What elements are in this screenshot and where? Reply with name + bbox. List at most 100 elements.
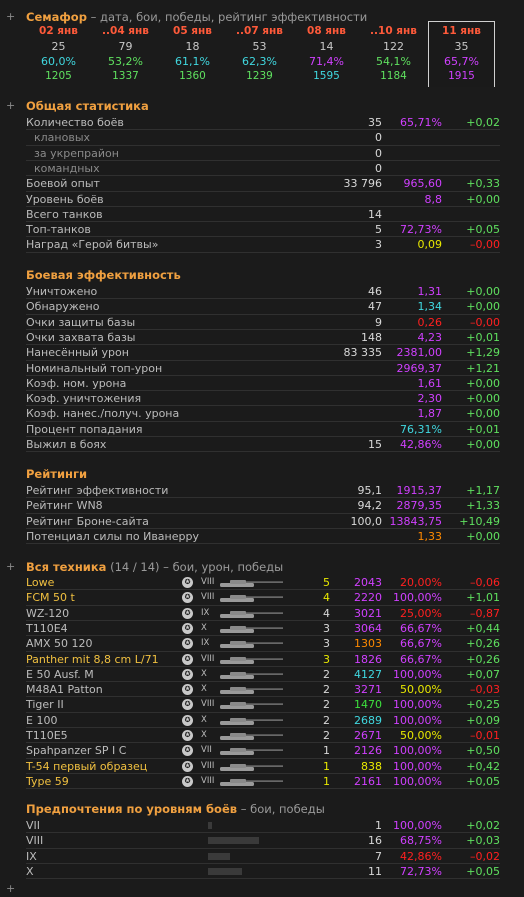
stat-row: Нанесённый урон 83 335 2381,00 +1,29 bbox=[26, 345, 500, 360]
vehicle-delta: +0,25 bbox=[466, 698, 500, 712]
vehicle-row[interactable]: M48A1 Patton ✪ X 2 3271 50,00% –0,03 bbox=[26, 682, 500, 697]
stat-label: Обнаружено bbox=[26, 300, 100, 314]
vehicle-row[interactable]: Spahpanzer SP I C ✪ VII 1 2126 100,00% +0,50 bbox=[26, 743, 500, 758]
stat-delta: +0,33 bbox=[466, 177, 500, 191]
expand-plus-icon[interactable]: + bbox=[6, 99, 16, 112]
stat-label: Уничтожено bbox=[26, 285, 98, 298]
stat-row: Обнаружено 47 1,34 +0,00 bbox=[26, 299, 500, 314]
row-divider bbox=[26, 711, 500, 713]
stat-row: Рейтинг WN8 94,2 2879,35 +1,33 bbox=[26, 498, 500, 513]
semaphore-rating: 1184 bbox=[380, 70, 407, 82]
vehicle-damage: 2161 bbox=[354, 774, 382, 788]
row-divider bbox=[26, 129, 500, 131]
vehicle-delta: +0,44 bbox=[466, 621, 500, 635]
vehicle-delta: +0,50 bbox=[466, 744, 500, 758]
stat-average: 2,30 bbox=[417, 392, 443, 406]
row-divider bbox=[26, 788, 500, 790]
expand-plus-icon[interactable]: + bbox=[6, 882, 16, 895]
vehicle-delta: –0,87 bbox=[470, 606, 500, 620]
vehicle-damage: 2126 bbox=[354, 744, 382, 758]
vehicle-row[interactable]: E 50 Ausf. M ✪ X 2 4127 100,00% +0,07 bbox=[26, 667, 500, 682]
vehicle-row[interactable]: AMX 50 120 ✪ IX 3 1303 66,67% +0,26 bbox=[26, 636, 500, 651]
vehicle-tier: VIII bbox=[201, 760, 215, 771]
vehicle-battles: 4 bbox=[323, 591, 330, 605]
general-stats-title: Общая статистика bbox=[26, 99, 149, 113]
stat-average: 8,8 bbox=[424, 192, 443, 206]
battle-efficiency-title: Боевая эффективность bbox=[26, 268, 181, 282]
stat-total: 33 796 bbox=[343, 177, 383, 191]
mastery-badge-icon: ✪ bbox=[182, 577, 193, 588]
row-divider bbox=[26, 221, 500, 223]
tank-silhouette-icon bbox=[220, 687, 283, 695]
row-divider bbox=[26, 328, 500, 330]
row-divider bbox=[26, 665, 500, 667]
stat-average: 72,73% bbox=[400, 223, 442, 237]
tank-silhouette-icon bbox=[220, 717, 283, 725]
stat-label: Всего танков bbox=[26, 207, 103, 221]
tier-label: VII bbox=[26, 819, 41, 832]
vehicle-battles: 5 bbox=[323, 576, 330, 589]
vehicle-winrate: 66,67% bbox=[400, 621, 442, 635]
semaphore-date: 05 янв bbox=[173, 25, 212, 37]
vehicle-damage: 2689 bbox=[354, 713, 382, 727]
stat-average: 65,71% bbox=[400, 116, 442, 129]
semaphore-day: ..10 янв 122 54,1% 1184 bbox=[361, 24, 426, 86]
row-divider bbox=[26, 175, 500, 177]
row-divider bbox=[26, 635, 500, 637]
semaphore-rating: 1595 bbox=[313, 70, 340, 82]
vehicle-name: T110E4 bbox=[26, 621, 68, 635]
vehicle-name: Tiger II bbox=[26, 698, 64, 712]
vehicle-row[interactable]: T110E5 ✪ X 2 2671 50,00% –0,01 bbox=[26, 728, 500, 743]
stat-total: 9 bbox=[375, 315, 382, 329]
vehicle-damage: 1826 bbox=[354, 652, 382, 666]
stat-row: Коэф. нанес./получ. урона 1,87 +0,00 bbox=[26, 406, 500, 421]
vehicle-row[interactable]: E 100 ✪ X 2 2689 100,00% +0,09 bbox=[26, 713, 500, 728]
row-divider bbox=[26, 251, 500, 253]
all-vehicles-title: Вся техника (14 / 14) – бои, урон, побед… bbox=[26, 560, 284, 574]
vehicle-row[interactable]: FCM 50 t ✪ VIII 4 2220 100,00% +1,01 bbox=[26, 590, 500, 605]
row-divider bbox=[26, 497, 500, 499]
expand-plus-icon[interactable]: + bbox=[6, 10, 16, 23]
vehicle-winrate: 20,00% bbox=[400, 576, 442, 589]
stat-total: 148 bbox=[361, 330, 382, 344]
vehicle-winrate: 100,00% bbox=[393, 759, 442, 773]
stat-row: Наград «Герой битвы» 3 0,09 –0,00 bbox=[26, 237, 500, 252]
vehicle-delta: +1,01 bbox=[466, 591, 500, 605]
vehicle-row[interactable]: T-54 первый образец ✪ VIII 1 838 100,00% +0,42 bbox=[26, 759, 500, 774]
vehicle-tier: X bbox=[201, 622, 207, 633]
stat-delta: +0,00 bbox=[466, 438, 500, 451]
stat-total: 0 bbox=[375, 146, 382, 160]
stat-total: 3 bbox=[375, 238, 382, 252]
vehicle-row[interactable]: Tiger II ✪ VIII 2 1470 100,00% +0,25 bbox=[26, 697, 500, 712]
semaphore-date: ..10 янв bbox=[370, 25, 417, 37]
tier-label: VIII bbox=[26, 834, 44, 848]
stat-delta: +0,00 bbox=[466, 407, 500, 421]
semaphore-battles: 122 bbox=[383, 40, 404, 53]
row-divider bbox=[26, 589, 500, 591]
vehicle-name: T110E5 bbox=[26, 729, 68, 742]
stat-label: клановых bbox=[34, 131, 91, 145]
mastery-badge-icon: ✪ bbox=[182, 730, 193, 741]
semaphore-winrate: 62,3% bbox=[242, 55, 277, 68]
stat-delta: +0,01 bbox=[466, 330, 500, 344]
row-divider bbox=[26, 344, 500, 346]
vehicle-row[interactable]: T110E4 ✪ X 3 3064 66,67% +0,44 bbox=[26, 621, 500, 636]
vehicle-row[interactable]: Type 59 ✪ VIII 1 2161 100,00% +0,05 bbox=[26, 774, 500, 789]
expand-plus-icon[interactable]: + bbox=[6, 560, 16, 573]
row-divider bbox=[26, 862, 500, 864]
vehicle-row[interactable]: Panther mit 8,8 cm L/71 ✪ VIII 3 1826 66,67% +… bbox=[26, 652, 500, 667]
semaphore-rating: 1915 bbox=[448, 70, 475, 82]
vehicle-row[interactable]: WZ-120 ✪ IX 4 3021 25,00% –0,87 bbox=[26, 606, 500, 621]
stat-row: Боевой опыт 33 796 965,60 +0,33 bbox=[26, 176, 500, 191]
tier-row: VII 1 100,00% +0,02 bbox=[26, 818, 500, 833]
vehicle-winrate: 25,00% bbox=[400, 606, 442, 620]
stat-delta: +0,02 bbox=[466, 116, 500, 129]
vehicle-name: Type 59 bbox=[26, 774, 69, 788]
vehicle-row[interactable]: Lowe ✪ VIII 5 2043 20,00% –0,06 bbox=[26, 575, 500, 590]
stat-row: Потенциал силы по Иванерру 1,33 +0,00 bbox=[26, 529, 500, 544]
row-divider bbox=[26, 527, 500, 529]
semaphore-winrate: 54,1% bbox=[376, 55, 411, 68]
stat-average: 2381,00 bbox=[396, 346, 443, 360]
row-divider bbox=[26, 390, 500, 392]
semaphore-winrate: 60,0% bbox=[41, 55, 76, 68]
